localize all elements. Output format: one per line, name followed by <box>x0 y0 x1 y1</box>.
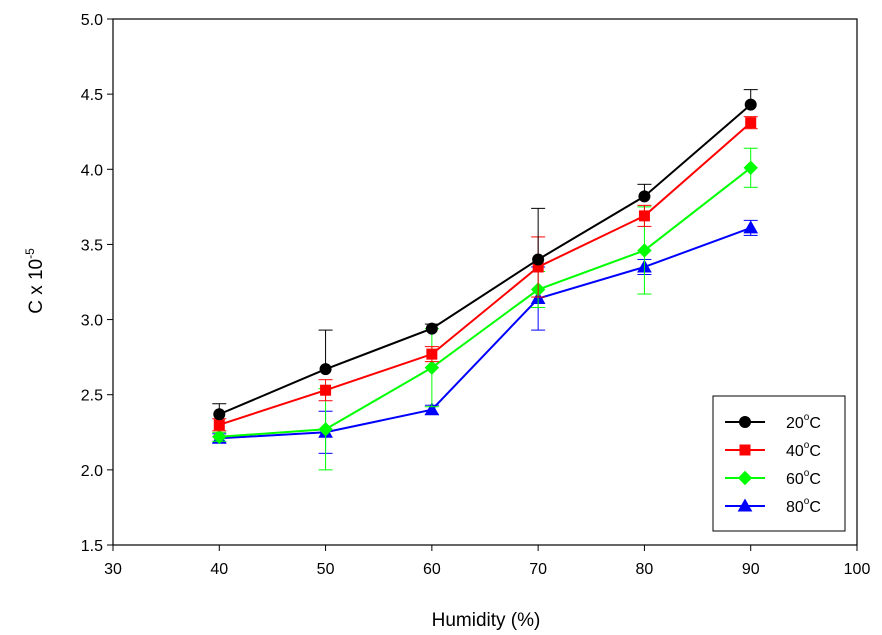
series-line <box>219 166 752 438</box>
y-tick-label: 2.5 <box>81 388 103 405</box>
y-tick-label: 3.0 <box>81 313 103 330</box>
y-tick-label: 2.0 <box>81 463 103 480</box>
data-point <box>743 160 758 175</box>
data-point <box>637 243 652 258</box>
data-point <box>319 363 332 376</box>
series-line <box>218 121 752 426</box>
legend-marker <box>737 498 753 512</box>
x-tick-label: 30 <box>104 561 122 578</box>
y-axis-title-exponent: -5 <box>23 248 37 259</box>
x-axis-title: Humidity (%) <box>432 610 541 631</box>
data-point <box>320 384 332 396</box>
data-point <box>425 322 438 335</box>
axes: 30 40 50 60 70 80 90 100 1.5 2.0 2.5 3.0 3.5 4.0 4.5 5.… <box>81 12 871 578</box>
x-tick-label: 60 <box>423 561 441 578</box>
data-point <box>532 253 545 266</box>
x-tick-label: 80 <box>636 561 654 578</box>
legend-marker <box>739 416 751 428</box>
x-tick-label: 50 <box>317 561 335 578</box>
data-point <box>744 98 757 111</box>
x-tick-label: 40 <box>210 561 228 578</box>
legend-item: 60oC <box>725 468 821 488</box>
x-tick-label: 70 <box>529 561 547 578</box>
legend-label: 60oC <box>786 468 821 488</box>
data-point <box>213 419 225 431</box>
y-tick-label: 5.0 <box>81 12 103 29</box>
legend-label: 80oC <box>786 496 821 516</box>
series-line <box>219 226 752 440</box>
data-point <box>638 190 651 203</box>
data-point <box>212 429 227 445</box>
legend-item: 20oC <box>725 412 821 432</box>
series-40 <box>212 116 758 432</box>
legend-label: 40oC <box>786 440 821 460</box>
y-tick-label: 1.5 <box>81 538 103 555</box>
y-tick-label: 3.5 <box>81 237 103 254</box>
data-point <box>743 220 759 234</box>
x-tick-label: 100 <box>844 561 871 578</box>
legend-marker <box>737 470 753 486</box>
series-80 <box>211 219 759 454</box>
legend-marker <box>739 444 751 456</box>
y-axis-title-main: C x 10 <box>26 259 47 314</box>
series-line <box>218 103 752 416</box>
y-axis-title: C x 10-5 <box>23 248 47 314</box>
series-60 <box>212 147 758 471</box>
plot-area <box>211 89 759 471</box>
legend-label: 20oC <box>786 412 821 432</box>
data-point <box>318 422 333 437</box>
legend-item: 80oC <box>725 496 821 516</box>
legend-item: 40oC <box>725 440 821 460</box>
data-point <box>426 348 438 360</box>
y-tick-label: 4.5 <box>81 87 103 104</box>
data-point <box>638 210 650 222</box>
y-tick-label: 4.0 <box>81 162 103 179</box>
data-point <box>424 360 440 375</box>
series-20 <box>212 89 758 421</box>
x-tick-label: 90 <box>742 561 760 578</box>
data-point <box>424 402 440 416</box>
legend-box <box>712 395 846 532</box>
data-point <box>213 408 226 421</box>
data-point <box>745 117 757 129</box>
legend: 20oC 40oC 60oC 80oC <box>712 395 846 532</box>
plot-frame <box>112 18 858 546</box>
